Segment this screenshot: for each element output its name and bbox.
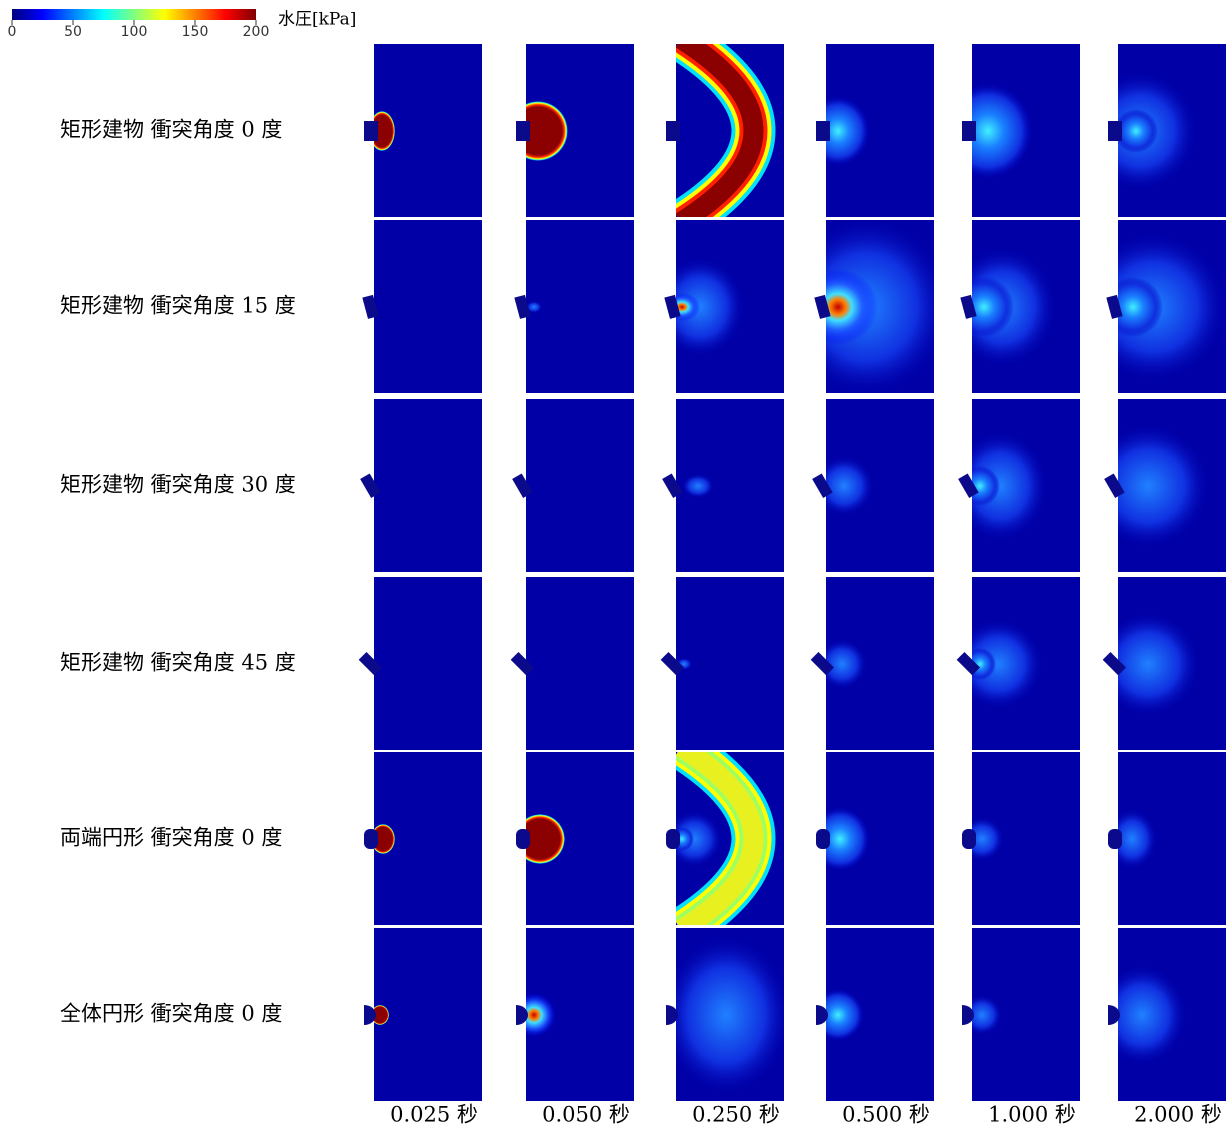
colorbar-label: 水圧[kPa]	[278, 10, 356, 30]
pressure-field	[943, 83, 1033, 179]
pressure-field	[682, 474, 714, 498]
panel	[962, 928, 1080, 1101]
panel	[362, 220, 482, 393]
colorbar-tick-label: 100	[121, 24, 148, 40]
panel	[1097, 928, 1226, 1101]
panel	[952, 399, 1080, 572]
column-label: 0.250 秒	[692, 1103, 780, 1127]
panel	[1078, 220, 1226, 393]
panel-background	[374, 577, 482, 750]
panel-field	[943, 83, 1033, 179]
panel-field	[682, 474, 714, 498]
building	[364, 829, 378, 849]
pressure-field	[806, 96, 870, 166]
panel	[514, 220, 634, 393]
row-label: 両端円形 衝突角度 0 度	[60, 826, 282, 850]
panel-field	[1086, 424, 1210, 548]
panel	[960, 752, 1080, 925]
panel	[655, 220, 784, 393]
panel	[364, 44, 482, 217]
panel-background	[526, 399, 634, 572]
panel-field	[806, 96, 870, 166]
panel-background	[676, 577, 784, 750]
building	[1108, 121, 1122, 141]
panel	[810, 752, 934, 925]
panel	[943, 44, 1080, 217]
row-label: 矩形建物 衝突角度 30 度	[60, 473, 296, 497]
pressure-field	[661, 935, 791, 1095]
panel-background	[526, 220, 634, 393]
panel	[1107, 752, 1226, 925]
panel	[512, 399, 634, 572]
panel	[364, 752, 482, 925]
building	[666, 121, 680, 141]
panel	[953, 577, 1080, 750]
building	[516, 829, 530, 849]
building	[666, 829, 680, 849]
column-label: 2.000 秒	[1134, 1103, 1222, 1127]
panel	[662, 399, 784, 572]
row-label: 矩形建物 衝突角度 0 度	[60, 118, 282, 142]
panel-background	[526, 577, 634, 750]
panel	[511, 577, 634, 750]
panel	[781, 217, 951, 397]
column-label: 0.025 秒	[390, 1103, 478, 1127]
building	[364, 121, 378, 141]
panel-field	[1078, 232, 1226, 382]
panel	[359, 577, 482, 750]
figure: 水圧[kPa] 0 50 100 150 200 矩形建物 衝突角度 0 度矩形建物 衝突…	[0, 0, 1226, 1128]
panel	[661, 928, 791, 1101]
column-label: 1.000 秒	[988, 1103, 1076, 1127]
building	[1108, 829, 1122, 849]
row-label: 全体円形 衝突角度 0 度	[60, 1002, 282, 1026]
panel-field	[1082, 71, 1198, 191]
panel	[666, 39, 784, 222]
panel	[806, 44, 934, 217]
panel	[1082, 44, 1226, 217]
panel	[360, 399, 482, 572]
panel	[1096, 577, 1226, 750]
panel	[812, 928, 934, 1101]
colorbar-tick-label: 50	[64, 24, 82, 40]
panel	[512, 928, 634, 1101]
panel-background	[374, 220, 482, 393]
colorbar	[12, 9, 256, 20]
panel-background	[374, 399, 482, 572]
panel-background	[374, 928, 482, 1101]
building	[962, 829, 976, 849]
building	[816, 829, 830, 849]
panel	[364, 928, 482, 1101]
panel	[515, 752, 634, 925]
column-label: 0.500 秒	[842, 1103, 930, 1127]
panel	[947, 220, 1080, 393]
building	[816, 121, 830, 141]
row-label: 矩形建物 衝突角度 45 度	[60, 651, 296, 675]
panel	[812, 399, 934, 572]
panel	[1086, 399, 1226, 572]
panel	[811, 577, 934, 750]
colorbar-tick-label: 0	[8, 24, 17, 40]
panel	[661, 577, 784, 750]
building	[962, 121, 976, 141]
colorbar-tick-label: 150	[182, 24, 209, 40]
row-label: 矩形建物 衝突角度 15 度	[60, 294, 296, 318]
colorbar-tick-label: 200	[243, 24, 270, 40]
column-label: 0.050 秒	[542, 1103, 630, 1127]
pressure-field	[1086, 424, 1210, 548]
panel-field	[781, 217, 951, 397]
panel	[666, 747, 784, 930]
pressure-field	[798, 269, 878, 345]
building	[516, 121, 530, 141]
panel	[508, 44, 634, 217]
panel-field	[661, 935, 791, 1095]
